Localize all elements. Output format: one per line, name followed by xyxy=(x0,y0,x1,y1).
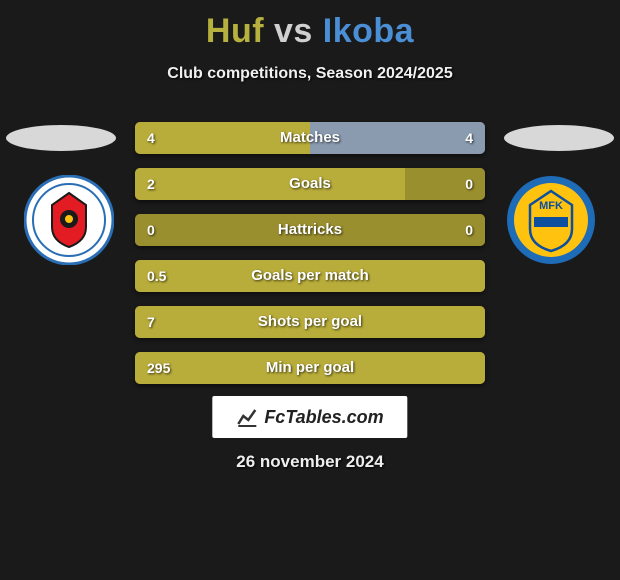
player2-name: Ikoba xyxy=(323,12,414,50)
stat-label: Shots per goal xyxy=(135,306,485,338)
stat-row: 295Min per goal xyxy=(135,352,485,384)
stat-label: Goals per match xyxy=(135,260,485,292)
watermark-text: FcTables.com xyxy=(264,407,383,428)
stat-row: 00Hattricks xyxy=(135,214,485,246)
stats-container: 44Matches 20Goals 00Hattricks 0.5Goals per … xyxy=(135,122,485,398)
stat-row: 7Shots per goal xyxy=(135,306,485,338)
vs-text: vs xyxy=(274,12,313,50)
footer-date: 26 november 2024 xyxy=(0,452,620,472)
team1-logo xyxy=(24,175,114,265)
player2-halo xyxy=(504,125,614,151)
stat-label: Hattricks xyxy=(135,214,485,246)
team1-crest-icon xyxy=(24,175,114,265)
stat-label: Goals xyxy=(135,168,485,200)
stat-label: Min per goal xyxy=(135,352,485,384)
fctables-logo-icon xyxy=(236,406,258,428)
svg-text:MFK: MFK xyxy=(539,200,563,212)
page-title: Huf vs Ikoba xyxy=(0,0,620,51)
stat-row: 20Goals xyxy=(135,168,485,200)
team2-logo: MFK xyxy=(506,175,596,265)
player1-name: Huf xyxy=(206,12,264,50)
watermark: FcTables.com xyxy=(212,396,407,438)
stat-row: 0.5Goals per match xyxy=(135,260,485,292)
stat-row: 44Matches xyxy=(135,122,485,154)
team2-crest-icon: MFK xyxy=(506,175,596,265)
subtitle: Club competitions, Season 2024/2025 xyxy=(0,65,620,83)
player1-halo xyxy=(6,125,116,151)
stat-label: Matches xyxy=(135,122,485,154)
